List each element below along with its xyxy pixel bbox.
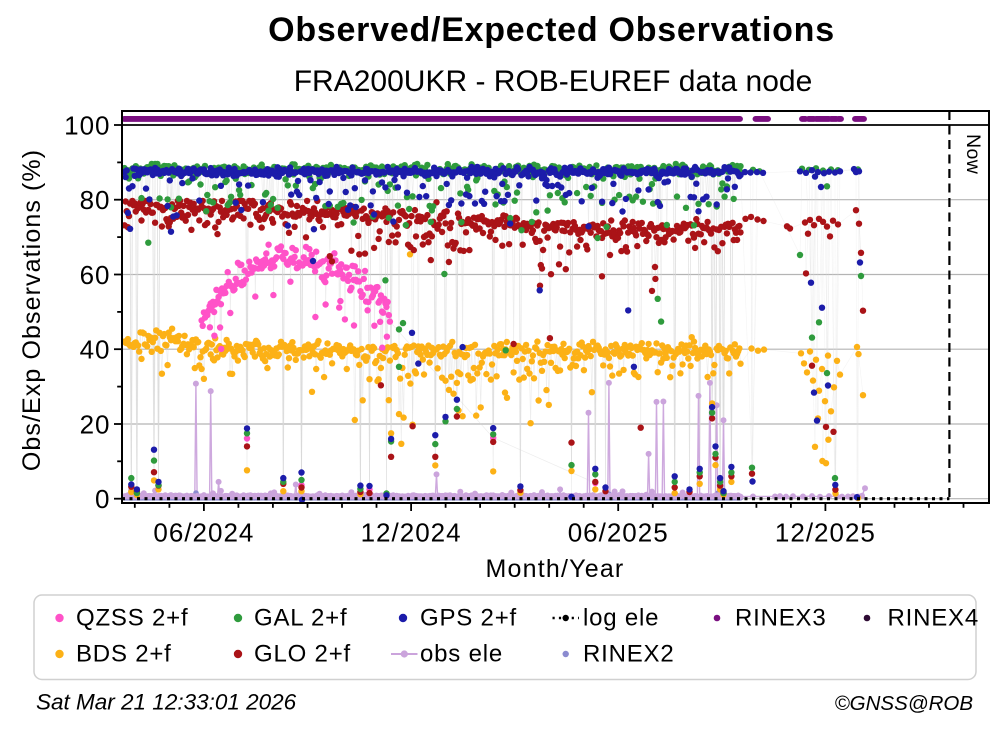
svg-text:obs ele: obs ele [420,640,503,667]
svg-text:©GNSS@ROB: ©GNSS@ROB [835,692,973,715]
svg-text:06/2025: 06/2025 [568,518,669,548]
svg-text:RINEX2: RINEX2 [583,640,675,667]
svg-text:BDS 2+f: BDS 2+f [76,640,172,667]
svg-text:20: 20 [80,409,111,439]
svg-text:log ele: log ele [583,604,659,631]
svg-text:Month/Year: Month/Year [486,555,625,583]
svg-text:60: 60 [80,260,111,290]
svg-text:12/2024: 12/2024 [361,518,462,548]
svg-text:06/2024: 06/2024 [153,518,254,548]
svg-text:GPS 2+f: GPS 2+f [420,604,517,631]
svg-text:FRA200UKR - ROB-EUREF data nod: FRA200UKR - ROB-EUREF data node [294,65,813,98]
svg-text:Observed/Expected Observations: Observed/Expected Observations [268,11,835,49]
svg-text:RINEX3: RINEX3 [735,604,827,631]
svg-text:Now: Now [962,134,984,175]
svg-text:12/2025: 12/2025 [775,518,876,548]
svg-text:GAL 2+f: GAL 2+f [254,604,347,631]
svg-text:40: 40 [80,335,111,365]
svg-text:GLO 2+f: GLO 2+f [254,640,351,667]
svg-text:QZSS 2+f: QZSS 2+f [76,604,188,631]
svg-text:RINEX4: RINEX4 [888,604,980,631]
svg-text:0: 0 [95,484,110,514]
svg-text:100: 100 [64,110,110,140]
svg-text:80: 80 [80,185,111,215]
svg-text:Obs/Exp Observations (%): Obs/Exp Observations (%) [18,149,46,471]
svg-text:Sat Mar 21 12:33:01 2026: Sat Mar 21 12:33:01 2026 [36,690,297,715]
